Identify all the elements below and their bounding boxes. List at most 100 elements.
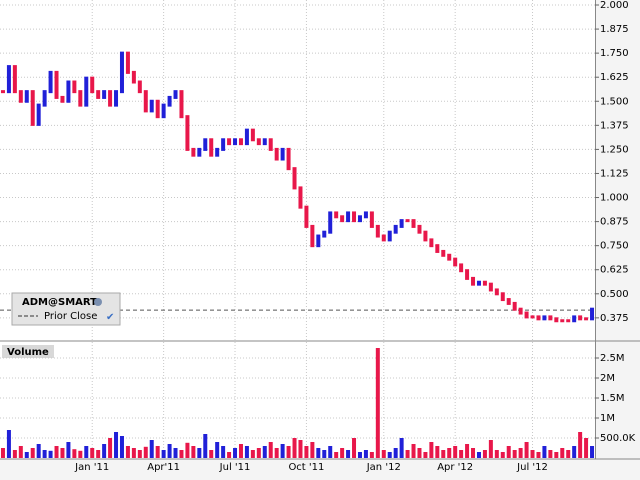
price-bar <box>357 215 362 223</box>
price-bar <box>256 138 261 146</box>
legend[interactable] <box>11 292 121 326</box>
legend-icon[interactable] <box>94 298 102 306</box>
x-tick-label: Jan '11 <box>74 462 109 473</box>
y-tick-label: 1.125 <box>600 168 629 179</box>
price-bar <box>530 315 535 319</box>
price-bar <box>185 115 190 151</box>
y-tick-label: 2.5M <box>600 353 625 364</box>
volume-bar <box>560 448 565 458</box>
y-tick-label: 0.750 <box>600 241 629 252</box>
volume-bar <box>417 448 422 458</box>
price-bar <box>554 317 559 323</box>
volume-bar <box>131 448 136 458</box>
volume-bar <box>292 438 297 458</box>
price-bar <box>328 211 333 234</box>
price-bar <box>548 315 553 321</box>
volume-bar <box>108 438 113 458</box>
volume-bar <box>584 438 589 458</box>
volume-bar <box>54 446 59 458</box>
price-bar <box>387 230 392 242</box>
y-tick-label: 0.500 <box>600 289 629 300</box>
volume-bar <box>119 436 124 458</box>
volume-bar <box>155 446 160 458</box>
price-bar <box>161 103 166 119</box>
volume-bar <box>310 442 315 458</box>
price-bar <box>322 230 327 238</box>
price-bar <box>280 147 285 161</box>
price-bar <box>298 186 303 209</box>
price-bar <box>340 215 345 223</box>
price-bar <box>125 51 130 74</box>
price-bar <box>399 219 404 228</box>
price-bar <box>137 80 142 94</box>
price-bar <box>108 90 113 107</box>
volume-bar <box>441 450 446 458</box>
volume-bar <box>280 444 285 458</box>
volume-bar <box>381 450 386 458</box>
y-tick-label: 1.500 <box>600 96 629 107</box>
legend-symbol[interactable]: ADM@SMART <box>22 297 97 308</box>
price-bar <box>524 311 529 319</box>
time-axis-area <box>0 459 640 480</box>
y-tick-label: 1.375 <box>600 120 629 131</box>
price-bar <box>375 224 380 238</box>
volume-bar <box>215 442 220 458</box>
price-bar <box>310 224 315 248</box>
y-tick-label: 1.875 <box>600 24 629 35</box>
volume-bar <box>423 452 428 458</box>
price-bar <box>119 51 124 94</box>
volume-bar <box>209 450 214 458</box>
volume-bar <box>536 452 541 458</box>
price-bar <box>24 90 29 103</box>
volume-bar <box>185 442 190 458</box>
y-tick-label: 0.625 <box>600 265 629 276</box>
price-bar <box>304 205 309 228</box>
volume-bar <box>0 448 5 458</box>
volume-bar <box>149 440 154 458</box>
price-bar <box>286 147 291 171</box>
price-bar <box>191 147 196 157</box>
volume-bar <box>161 450 166 458</box>
price-bar <box>12 65 17 94</box>
y-tick-label: 1M <box>600 413 615 424</box>
volume-bar <box>6 430 11 458</box>
volume-bar <box>221 446 226 458</box>
price-bar <box>84 76 89 107</box>
volume-bar <box>352 438 357 458</box>
volume-bar <box>322 450 327 458</box>
volume-bar <box>12 450 17 458</box>
legend-prior-close[interactable]: Prior Close <box>44 311 97 322</box>
volume-bar <box>548 450 553 458</box>
price-bar <box>36 103 41 126</box>
volume-bar <box>137 450 142 458</box>
volume-bar <box>328 446 333 458</box>
y-tick-label: 2M <box>600 373 615 384</box>
volume-bar <box>465 444 470 458</box>
y-tick-label: 1.625 <box>600 72 629 83</box>
volume-bar <box>48 450 53 458</box>
price-bar <box>233 138 238 146</box>
price-bar <box>30 90 35 126</box>
price-bar <box>179 90 184 119</box>
price-bar <box>96 90 101 99</box>
price-bar <box>6 65 11 94</box>
price-bar <box>411 219 416 228</box>
price-bar <box>72 80 77 94</box>
volume-bar <box>316 448 321 458</box>
volume-bar <box>506 446 511 458</box>
volume-bar <box>530 450 535 458</box>
axis-area <box>596 0 640 480</box>
volume-bar <box>96 450 101 458</box>
price-bar <box>441 249 446 257</box>
volume-bar <box>471 448 476 458</box>
y-tick-label: 1.250 <box>600 144 629 155</box>
volume-bar <box>476 452 481 458</box>
price-bar <box>459 263 464 273</box>
price-bar <box>149 99 154 113</box>
price-bar <box>221 138 226 151</box>
volume-bar <box>566 450 571 458</box>
price-bar <box>500 292 505 302</box>
volume-bar <box>512 450 517 458</box>
volume-bar <box>179 450 184 458</box>
legend-check[interactable]: ✔ <box>106 312 114 323</box>
